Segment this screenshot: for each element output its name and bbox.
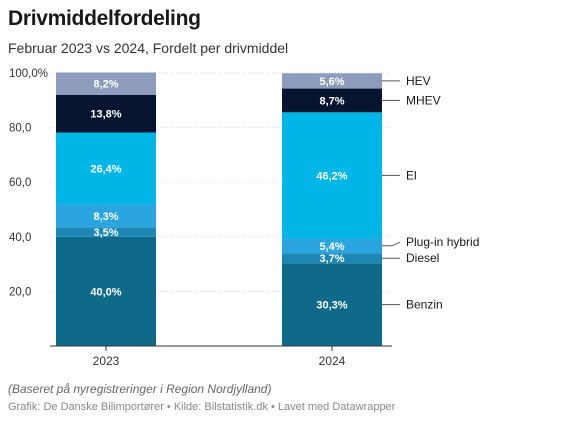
data-label: 3,7% [319, 253, 344, 265]
bar-segment-mhev-2023 [56, 94, 156, 133]
data-label: 8,7% [319, 95, 344, 107]
bar-segment-diesel-2023 [56, 227, 156, 237]
data-label: 8,2% [93, 79, 118, 91]
x-tick-label: 2024 [319, 354, 346, 368]
legend-label-diesel: Diesel [406, 251, 439, 265]
bars [56, 72, 382, 346]
bar-segment-el-2023 [56, 132, 156, 205]
legend-connector [382, 241, 401, 247]
data-label: 3,5% [93, 227, 118, 239]
legend-label-mhev: MHEV [406, 93, 441, 107]
data-label: 46,2% [316, 170, 347, 182]
bar-segment-plug-in-hybrid-2023 [56, 204, 156, 228]
bar-segment-hev-2023 [56, 72, 156, 95]
bar-segment-el-2024 [282, 112, 382, 239]
data-label: 40,0% [90, 286, 121, 298]
legend-label-el: El [406, 168, 417, 182]
y-tick-label: 20,0 [9, 286, 31, 298]
data-label: 8,3% [93, 211, 118, 223]
bar-segment-benzin-2023 [56, 236, 156, 346]
legend: Benzin Diesel Plug-in hybrid El MHEV HEV [382, 74, 479, 312]
data-label: 5,6% [319, 76, 344, 88]
data-label: 26,4% [90, 164, 121, 176]
data-label: 5,4% [319, 241, 344, 253]
data-labels: 40,0% 3,5% 8,3% 26,4% 13,8% 8,2% 30,3% 3,7%5,4%… [90, 76, 347, 312]
y-tick-label: 60,0 [9, 177, 31, 189]
bar-segment-mhev-2024 [282, 88, 382, 113]
chart-title: Drivmiddelfordeling [8, 7, 201, 30]
legend-label-benzin: Benzin [406, 298, 443, 312]
bar-segment-diesel-2024 [282, 253, 382, 264]
y-tick-label: 100,0% [9, 68, 48, 80]
y-tick-label: 80,0 [9, 123, 31, 135]
data-label: 13,8% [90, 109, 121, 121]
chart-notes: (Baseret på nyregistreringer i Region No… [8, 382, 272, 396]
legend-label-hev: HEV [406, 74, 431, 88]
x-tick-label: 2023 [93, 354, 120, 368]
chart-source: Grafik: De Danske Bilimportører • Kilde:… [8, 401, 396, 413]
bar-segment-hev-2024 [282, 73, 382, 89]
bar-segment-plug-in-hybrid-2024 [282, 238, 382, 254]
legend-label-plug-in-hybrid: Plug-in hybrid [406, 235, 479, 249]
data-label: 30,3% [316, 300, 347, 312]
y-tick-label: 40,0 [9, 232, 31, 244]
chart-subtitle: Februar 2023 vs 2024, Fordelt per drivmi… [8, 40, 289, 56]
axes: 20,0 40,0 60,0 80,0 100,0% 2023 2024 [9, 68, 392, 368]
bar-segment-benzin-2024 [282, 263, 382, 346]
